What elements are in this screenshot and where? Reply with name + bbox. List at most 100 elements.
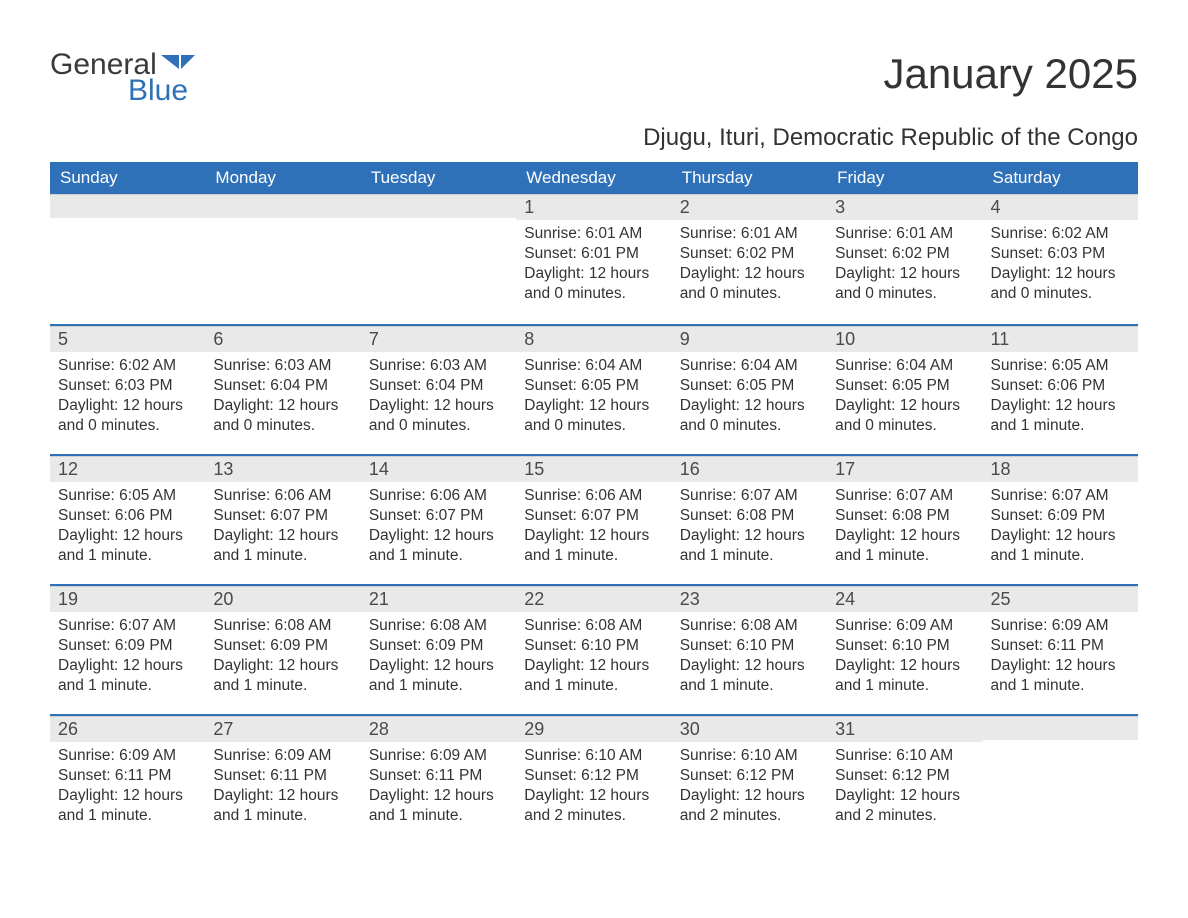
sunset-line: Sunset: 6:06 PM xyxy=(991,376,1130,396)
calendar-cell: 14Sunrise: 6:06 AMSunset: 6:07 PMDayligh… xyxy=(361,456,516,584)
daylight-line: Daylight: 12 hours and 0 minutes. xyxy=(524,396,663,436)
day-number: 15 xyxy=(516,456,671,482)
day-info: Sunrise: 6:02 AMSunset: 6:03 PMDaylight:… xyxy=(983,220,1138,315)
sunrise-line: Sunrise: 6:10 AM xyxy=(835,746,974,766)
daylight-line: Daylight: 12 hours and 1 minute. xyxy=(524,526,663,566)
day-number: 1 xyxy=(516,194,671,220)
day-number: 22 xyxy=(516,586,671,612)
sunrise-line: Sunrise: 6:06 AM xyxy=(524,486,663,506)
sunrise-line: Sunrise: 6:02 AM xyxy=(991,224,1130,244)
sunset-line: Sunset: 6:02 PM xyxy=(680,244,819,264)
sunset-line: Sunset: 6:12 PM xyxy=(524,766,663,786)
sunrise-line: Sunrise: 6:09 AM xyxy=(213,746,352,766)
sunrise-line: Sunrise: 6:10 AM xyxy=(524,746,663,766)
day-number: 20 xyxy=(205,586,360,612)
sunrise-line: Sunrise: 6:01 AM xyxy=(835,224,974,244)
sunset-line: Sunset: 6:06 PM xyxy=(58,506,197,526)
day-info: Sunrise: 6:07 AMSunset: 6:09 PMDaylight:… xyxy=(50,612,205,707)
sunrise-line: Sunrise: 6:07 AM xyxy=(991,486,1130,506)
day-number: 9 xyxy=(672,326,827,352)
day-info: Sunrise: 6:03 AMSunset: 6:04 PMDaylight:… xyxy=(361,352,516,447)
sunset-line: Sunset: 6:12 PM xyxy=(835,766,974,786)
sunset-line: Sunset: 6:10 PM xyxy=(680,636,819,656)
calendar-cell xyxy=(205,194,360,324)
sunrise-line: Sunrise: 6:06 AM xyxy=(213,486,352,506)
header-row: General Blue January 2025 xyxy=(50,50,1138,106)
daylight-line: Daylight: 12 hours and 1 minute. xyxy=(213,786,352,826)
day-info: Sunrise: 6:07 AMSunset: 6:09 PMDaylight:… xyxy=(983,482,1138,577)
day-number: 19 xyxy=(50,586,205,612)
sunset-line: Sunset: 6:05 PM xyxy=(680,376,819,396)
day-info: Sunrise: 6:05 AMSunset: 6:06 PMDaylight:… xyxy=(50,482,205,577)
sunset-line: Sunset: 6:01 PM xyxy=(524,244,663,264)
calendar-cell: 30Sunrise: 6:10 AMSunset: 6:12 PMDayligh… xyxy=(672,716,827,844)
day-info: Sunrise: 6:08 AMSunset: 6:09 PMDaylight:… xyxy=(361,612,516,707)
daylight-line: Daylight: 12 hours and 0 minutes. xyxy=(58,396,197,436)
sunset-line: Sunset: 6:09 PM xyxy=(991,506,1130,526)
calendar-cell: 16Sunrise: 6:07 AMSunset: 6:08 PMDayligh… xyxy=(672,456,827,584)
day-info: Sunrise: 6:07 AMSunset: 6:08 PMDaylight:… xyxy=(827,482,982,577)
weeks-container: 1 Sunrise: 6:01 AM Sunset: 6:01 PM Daylight… xyxy=(50,194,1138,844)
day-info: Sunrise: 6:08 AMSunset: 6:09 PMDaylight:… xyxy=(205,612,360,707)
daylight-line: Daylight: 12 hours and 0 minutes. xyxy=(835,396,974,436)
day-number xyxy=(361,194,516,218)
calendar-week: 1 Sunrise: 6:01 AM Sunset: 6:01 PM Daylight… xyxy=(50,194,1138,324)
day-header: Wednesday xyxy=(516,162,671,194)
sunset-line: Sunset: 6:11 PM xyxy=(58,766,197,786)
sunrise-line: Sunrise: 6:05 AM xyxy=(58,486,197,506)
sunrise-line: Sunrise: 6:08 AM xyxy=(524,616,663,636)
sunset-line: Sunset: 6:11 PM xyxy=(213,766,352,786)
daylight-line: Daylight: 12 hours and 1 minute. xyxy=(680,526,819,566)
day-info: Sunrise: 6:03 AMSunset: 6:04 PMDaylight:… xyxy=(205,352,360,447)
sunset-line: Sunset: 6:09 PM xyxy=(213,636,352,656)
day-header: Monday xyxy=(205,162,360,194)
sunrise-line: Sunrise: 6:06 AM xyxy=(369,486,508,506)
daylight-line: Daylight: 12 hours and 1 minute. xyxy=(58,656,197,696)
daylight-line: Daylight: 12 hours and 0 minutes. xyxy=(991,264,1130,304)
calendar-cell xyxy=(361,194,516,324)
sunrise-line: Sunrise: 6:01 AM xyxy=(680,224,819,244)
day-number: 30 xyxy=(672,716,827,742)
day-info: Sunrise: 6:09 AMSunset: 6:10 PMDaylight:… xyxy=(827,612,982,707)
sunset-line: Sunset: 6:12 PM xyxy=(680,766,819,786)
day-header: Thursday xyxy=(672,162,827,194)
logo-text-blue: Blue xyxy=(128,76,188,106)
calendar-cell: 23Sunrise: 6:08 AMSunset: 6:10 PMDayligh… xyxy=(672,586,827,714)
daylight-line: Daylight: 12 hours and 1 minute. xyxy=(369,786,508,826)
day-info: Sunrise: 6:09 AMSunset: 6:11 PMDaylight:… xyxy=(983,612,1138,707)
calendar-cell: 15Sunrise: 6:06 AMSunset: 6:07 PMDayligh… xyxy=(516,456,671,584)
day-number: 5 xyxy=(50,326,205,352)
calendar-week: 12Sunrise: 6:05 AMSunset: 6:06 PMDayligh… xyxy=(50,454,1138,584)
day-header: Saturday xyxy=(983,162,1138,194)
calendar-cell: 26Sunrise: 6:09 AMSunset: 6:11 PMDayligh… xyxy=(50,716,205,844)
calendar-cell: 18Sunrise: 6:07 AMSunset: 6:09 PMDayligh… xyxy=(983,456,1138,584)
day-number: 25 xyxy=(983,586,1138,612)
daylight-line: Daylight: 12 hours and 1 minute. xyxy=(991,396,1130,436)
sunset-line: Sunset: 6:10 PM xyxy=(524,636,663,656)
calendar-cell: 27Sunrise: 6:09 AMSunset: 6:11 PMDayligh… xyxy=(205,716,360,844)
sunset-line: Sunset: 6:08 PM xyxy=(680,506,819,526)
day-info: Sunrise: 6:06 AMSunset: 6:07 PMDaylight:… xyxy=(516,482,671,577)
sunrise-line: Sunrise: 6:08 AM xyxy=(369,616,508,636)
daylight-line: Daylight: 12 hours and 1 minute. xyxy=(369,526,508,566)
day-number xyxy=(983,716,1138,740)
sunset-line: Sunset: 6:03 PM xyxy=(991,244,1130,264)
day-number: 21 xyxy=(361,586,516,612)
sunrise-line: Sunrise: 6:10 AM xyxy=(680,746,819,766)
daylight-line: Daylight: 12 hours and 2 minutes. xyxy=(835,786,974,826)
day-number xyxy=(205,194,360,218)
day-number: 8 xyxy=(516,326,671,352)
day-number: 10 xyxy=(827,326,982,352)
day-info: Sunrise: 6:09 AMSunset: 6:11 PMDaylight:… xyxy=(205,742,360,837)
sunrise-line: Sunrise: 6:08 AM xyxy=(680,616,819,636)
sunset-line: Sunset: 6:11 PM xyxy=(991,636,1130,656)
day-info: Sunrise: 6:05 AMSunset: 6:06 PMDaylight:… xyxy=(983,352,1138,447)
day-number: 11 xyxy=(983,326,1138,352)
day-info: Sunrise: 6:04 AMSunset: 6:05 PMDaylight:… xyxy=(672,352,827,447)
day-number: 2 xyxy=(672,194,827,220)
day-header: Sunday xyxy=(50,162,205,194)
calendar-cell: 20Sunrise: 6:08 AMSunset: 6:09 PMDayligh… xyxy=(205,586,360,714)
daylight-line: Daylight: 12 hours and 1 minute. xyxy=(58,786,197,826)
calendar-cell: 25Sunrise: 6:09 AMSunset: 6:11 PMDayligh… xyxy=(983,586,1138,714)
calendar-cell: 28Sunrise: 6:09 AMSunset: 6:11 PMDayligh… xyxy=(361,716,516,844)
